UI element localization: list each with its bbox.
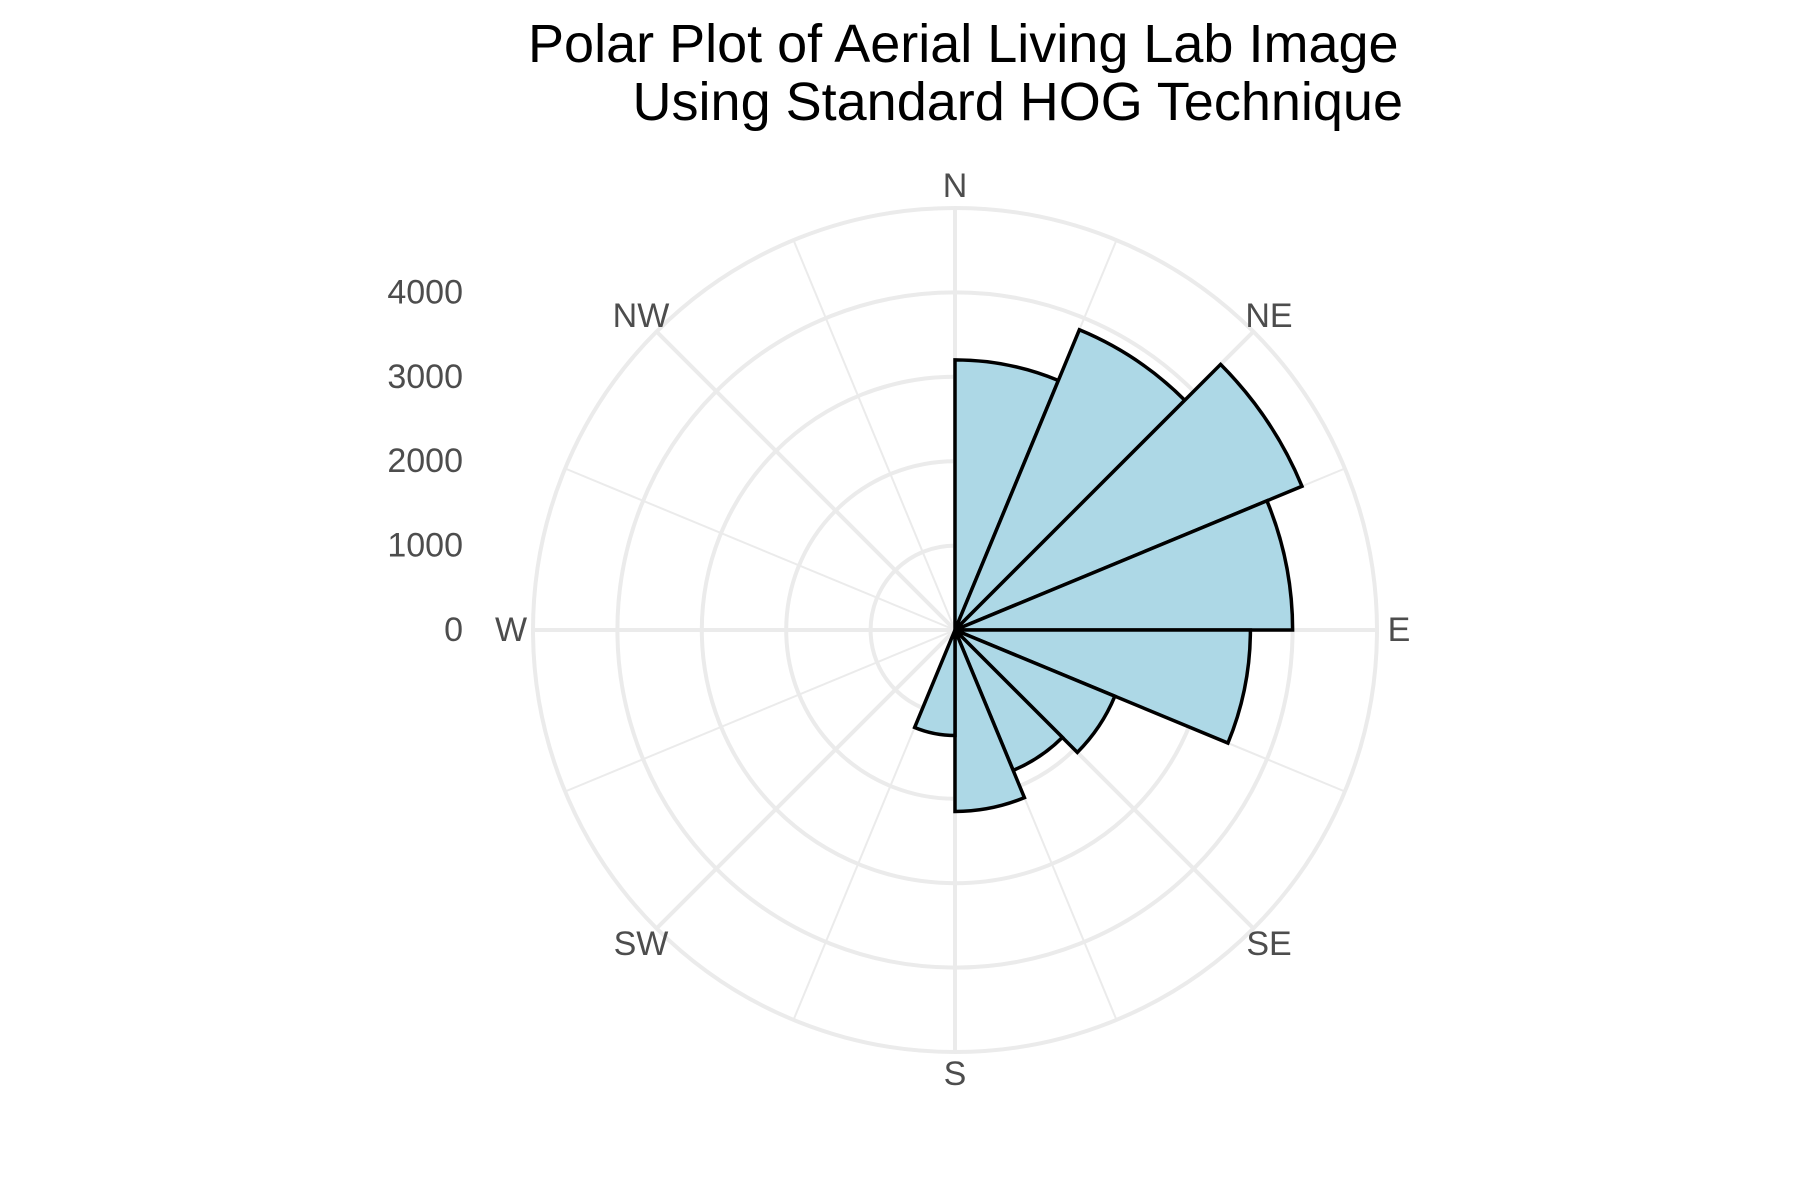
direction-label: E xyxy=(1388,611,1411,649)
chart-title-line-1: Polar Plot of Aerial Living Lab Image xyxy=(528,14,1399,74)
rose-bar xyxy=(954,628,1253,746)
direction-label: W xyxy=(495,611,527,649)
chart-title-line-2: Using Standard HOG Technique xyxy=(633,72,1403,132)
direction-label: NE xyxy=(1245,297,1292,335)
rose-bars xyxy=(912,327,1305,814)
radial-tick-label: 1000 xyxy=(387,527,463,565)
chart-title: Polar Plot of Aerial Living Lab Image Us… xyxy=(528,14,1403,132)
radial-tick-label: 3000 xyxy=(387,358,463,396)
rose-bar xyxy=(953,361,1305,632)
radial-tick-label: 0 xyxy=(444,611,463,649)
direction-labels: N NE E SE S SW W NW xyxy=(495,167,1410,1093)
rose-bar xyxy=(953,629,1027,814)
grid-spoke xyxy=(564,629,956,793)
radial-tick-label: 2000 xyxy=(387,442,463,480)
rose-bar xyxy=(954,498,1295,632)
grid-spoke xyxy=(655,330,957,632)
grid-spoke xyxy=(792,239,956,631)
radial-tick-label: 4000 xyxy=(387,273,463,311)
rose-bar xyxy=(953,327,1188,632)
radial-tick-labels: 0 1000 2000 3000 4000 xyxy=(387,273,463,649)
direction-label: NW xyxy=(613,297,670,335)
grid-spoke xyxy=(564,467,956,631)
direction-label: SW xyxy=(614,925,669,963)
rose-bar xyxy=(912,629,957,738)
direction-label: N xyxy=(943,167,968,205)
direction-label: S xyxy=(944,1055,967,1093)
direction-label: SE xyxy=(1246,925,1291,963)
rose-bar xyxy=(953,628,1118,755)
grid-spoke xyxy=(655,628,957,930)
